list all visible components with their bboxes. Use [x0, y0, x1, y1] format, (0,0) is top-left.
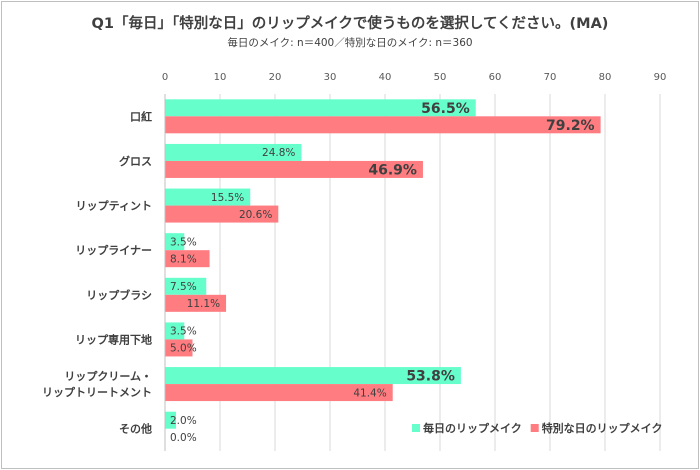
x-tick-label: 20 [269, 72, 282, 83]
bar-daily [165, 99, 476, 117]
bar-daily [165, 322, 185, 340]
bar-special [165, 250, 210, 268]
legend-swatch [530, 424, 539, 432]
x-tick-label: 70 [544, 72, 557, 83]
data-label: 20.6% [239, 209, 272, 221]
data-label: 79.2% [546, 118, 595, 134]
legend-label: 特別な日のリップメイク [542, 421, 663, 435]
data-label: 41.4% [353, 387, 386, 399]
x-tick-label: 50 [434, 72, 447, 83]
data-label: 56.5% [421, 101, 470, 117]
category-label: リップ専用下地 [75, 332, 152, 346]
bar-daily [165, 188, 251, 206]
category-label: リップブラシ [86, 288, 152, 302]
category-label: その他 [119, 422, 152, 436]
data-label: 24.8% [262, 147, 295, 159]
bar-special [165, 294, 227, 312]
data-label: 2.0% [170, 415, 197, 427]
data-label: 3.5% [170, 236, 197, 248]
x-tick-label: 40 [379, 72, 392, 83]
x-tick-label: 0 [162, 72, 168, 83]
data-label: 53.8% [406, 369, 455, 385]
data-label: 11.1% [187, 298, 220, 310]
legend-label: 毎日のリップメイク [423, 421, 522, 435]
x-tick-label: 10 [214, 72, 227, 83]
data-label: 15.5% [211, 192, 244, 204]
x-tick-label: 90 [654, 72, 667, 83]
data-label: 5.0% [170, 343, 197, 355]
data-label: 0.0% [170, 432, 197, 444]
category-label: 口紅 [130, 109, 152, 123]
category-label: リップライナー [75, 243, 152, 257]
chart-title: Q1「毎日」「特別な日」のリップメイクで使うものを選択してください。(MA) [91, 16, 609, 32]
data-label: 46.9% [368, 162, 417, 178]
bar-daily [165, 143, 302, 161]
bar-special [165, 160, 423, 178]
bar-daily [165, 367, 461, 385]
legend-swatch [412, 424, 420, 432]
data-label: 8.1% [170, 253, 197, 265]
category-label: リップクリーム・ [64, 369, 152, 383]
x-tick-label: 30 [324, 72, 337, 83]
bar-special [165, 384, 393, 402]
bar-special [165, 116, 601, 134]
category-label: リップティント [76, 199, 152, 213]
bar-daily [165, 233, 185, 251]
x-tick-label: 80 [599, 72, 612, 83]
category-label: リップトリートメント [42, 385, 152, 399]
bar-daily [165, 411, 176, 429]
bar-special [165, 339, 193, 357]
bar-special [165, 205, 279, 223]
category-label: グロス [119, 154, 152, 168]
chart-subtitle: 毎日のメイク: n＝400／特別な日のメイク: n＝360 [227, 37, 473, 49]
bar-daily [165, 277, 207, 295]
data-label: 3.5% [170, 326, 197, 338]
x-tick-label: 60 [489, 72, 502, 83]
data-label: 7.5% [170, 281, 197, 293]
